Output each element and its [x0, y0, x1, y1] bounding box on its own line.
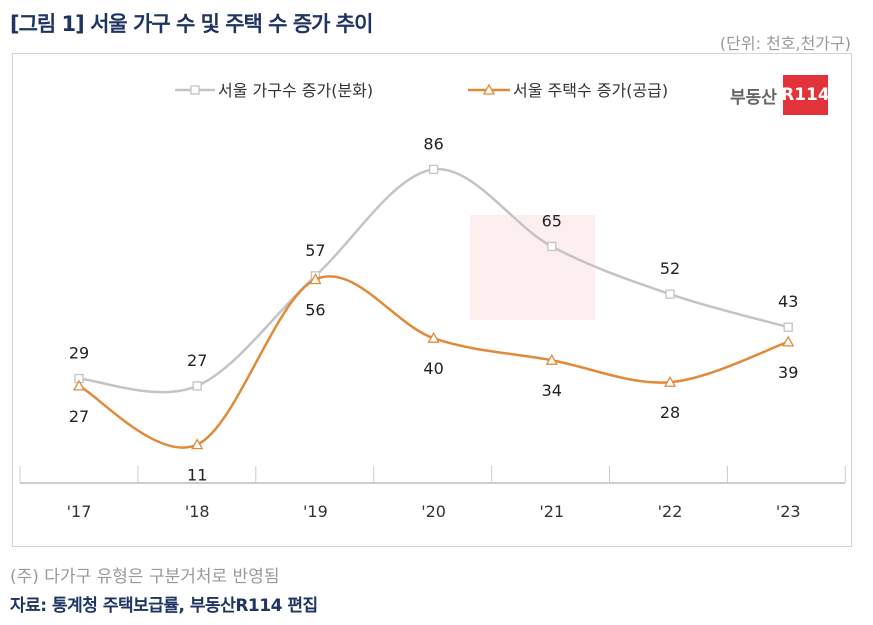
data-point [309, 273, 322, 285]
logo-box: R114 [781, 75, 830, 115]
legend-label: 서울 주택수 증가(공급) [513, 81, 668, 100]
data-point [547, 241, 557, 252]
data-point [428, 164, 439, 175]
data-label: 65 [542, 211, 562, 230]
x-tick-label: '22 [658, 502, 683, 521]
x-tick-label: '18 [185, 502, 210, 521]
data-point [192, 381, 202, 391]
legend-label: 서울 가구수 증가(분화) [218, 81, 373, 100]
x-tick-label: '21 [539, 502, 564, 521]
data-label: 28 [660, 403, 680, 422]
data-point [783, 322, 793, 332]
data-point [72, 379, 86, 391]
x-tick-label: '23 [776, 502, 801, 521]
unit-label: (단위: 천호,천가구) [719, 34, 851, 53]
data-label: 27 [187, 351, 207, 370]
data-label: 43 [778, 292, 798, 311]
data-label: 34 [542, 381, 562, 400]
x-tick-label: '17 [67, 502, 92, 521]
source: 자료: 통계청 주택보급률, 부동산R114 편집 [10, 596, 318, 616]
data-label: 40 [423, 359, 443, 378]
data-point [191, 438, 204, 450]
legend-marker [190, 85, 200, 95]
data-point [427, 331, 440, 343]
data-label: 57 [305, 241, 325, 260]
data-point [782, 335, 795, 347]
data-label: 11 [187, 466, 207, 485]
logo-text: 부동산 [730, 87, 777, 108]
data-point [663, 375, 677, 387]
data-label: 27 [69, 407, 89, 426]
data-point [665, 289, 675, 299]
data-label: 52 [660, 259, 680, 278]
data-label: 86 [423, 134, 443, 153]
chart-frame [12, 53, 852, 547]
data-label: 29 [69, 344, 89, 363]
x-tick-label: '19 [303, 502, 328, 521]
chart-title: [그림 1] 서울 가구 수 및 주택 수 증가 추이 [10, 12, 373, 36]
data-label: 39 [778, 363, 798, 382]
legend-marker [482, 83, 496, 95]
x-tick-label: '20 [421, 502, 446, 521]
footnote: (주) 다가구 유형은 구분거처로 반영됨 [10, 567, 280, 587]
data-point [545, 353, 558, 365]
logo: 부동산 R114 [730, 75, 830, 115]
data-label: 56 [305, 300, 325, 319]
